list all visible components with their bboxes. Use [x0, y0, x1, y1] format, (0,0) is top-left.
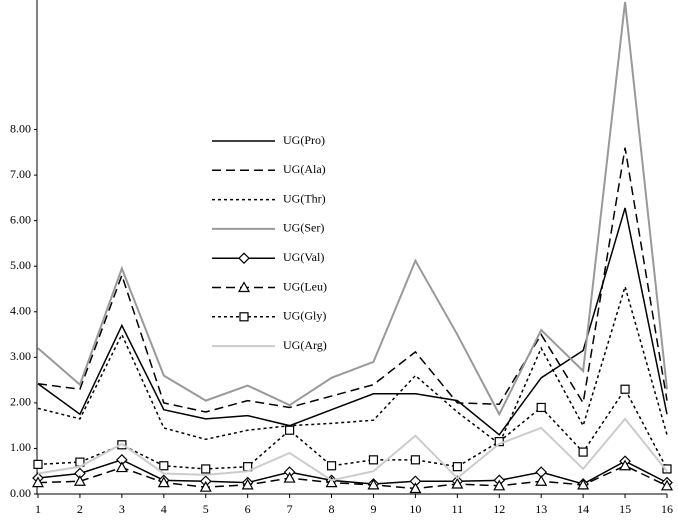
x-tick-label: 5: [203, 502, 209, 516]
x-tick-label: 12: [493, 502, 505, 516]
x-tick-label: 13: [535, 502, 547, 516]
marker: [535, 475, 548, 486]
marker: [536, 402, 546, 413]
legend-label: UG(Ala): [283, 162, 326, 176]
marker: [578, 447, 588, 457]
marker: [159, 461, 169, 471]
marker: [31, 476, 45, 488]
x-tick-label: 11: [452, 502, 464, 516]
legend-label: UG(Arg): [283, 338, 327, 352]
marker: [493, 479, 506, 491]
marker: [115, 461, 128, 473]
y-tick-label: 7.00: [10, 167, 31, 181]
legend-label: UG(Thr): [283, 191, 326, 205]
marker: [662, 464, 672, 474]
marker: [239, 312, 249, 322]
x-tick-label: 3: [119, 502, 125, 516]
marker: [238, 252, 250, 265]
x-tick-label: 14: [577, 502, 589, 516]
x-tick-label: 9: [370, 502, 376, 516]
series-line: [37, 459, 668, 485]
marker: [409, 482, 422, 494]
marker: [199, 480, 212, 492]
marker: [285, 425, 295, 435]
series-line: [37, 284, 668, 446]
y-tick-label: 8.00: [10, 121, 31, 135]
marker: [410, 455, 420, 465]
legend-label: UG(Ser): [283, 221, 324, 235]
y-tick-label: 3.00: [10, 349, 31, 363]
series-line: [37, 1, 668, 417]
series-line: [37, 387, 668, 470]
y-tick-label: 4.00: [10, 304, 31, 318]
x-tick-label: 15: [619, 502, 631, 516]
legend-label: UG(Leu): [283, 279, 327, 293]
marker: [451, 477, 464, 489]
marker: [241, 478, 254, 490]
x-tick-label: 7: [287, 502, 293, 516]
marker: [577, 478, 590, 490]
x-tick-label: 1: [35, 502, 41, 516]
marker: [620, 384, 630, 394]
marker: [660, 479, 674, 491]
marker: [368, 455, 379, 465]
marker: [201, 464, 211, 474]
x-tick-label: 4: [161, 502, 167, 516]
y-tick-label: 0.00: [10, 486, 31, 500]
series-line: [37, 147, 668, 413]
series-line: [37, 207, 668, 436]
series-line: [37, 417, 668, 482]
marker: [619, 459, 632, 471]
marker: [367, 478, 380, 490]
legend-label: UG(Pro): [283, 133, 325, 147]
x-tick-label: 2: [77, 502, 83, 516]
marker: [157, 476, 170, 488]
marker: [452, 462, 462, 472]
y-tick-label: 6.00: [10, 212, 31, 226]
series-line: [37, 464, 668, 490]
x-tick-label: 16: [661, 502, 673, 516]
y-tick-label: 5.00: [10, 258, 31, 272]
legend-label: UG(Gly): [283, 309, 326, 323]
marker: [237, 281, 251, 293]
marker: [283, 471, 296, 483]
marker: [73, 475, 86, 486]
legend-label: UG(Val): [283, 250, 324, 264]
marker: [325, 476, 338, 488]
marker: [326, 461, 337, 471]
x-tick-label: 10: [409, 502, 421, 516]
y-tick-label: 1.00: [10, 440, 31, 454]
x-tick-label: 8: [329, 502, 335, 516]
x-tick-label: 6: [245, 502, 251, 516]
marker: [33, 459, 43, 469]
y-tick-label: 2.00: [10, 395, 31, 409]
